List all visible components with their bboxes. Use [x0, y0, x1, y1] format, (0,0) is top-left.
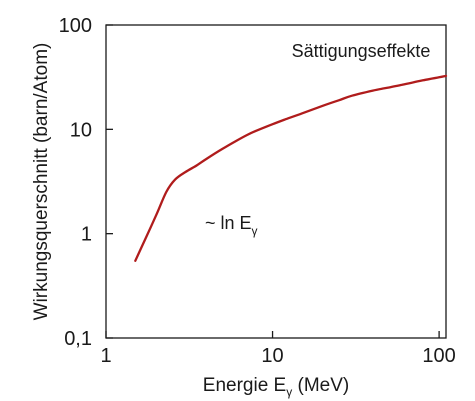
plot-frame [105, 24, 447, 339]
x-tick-label: 10 [261, 345, 283, 367]
x-axis-ticks: 1 10 100 [100, 331, 456, 367]
x-tick-label: 100 [422, 345, 455, 367]
y-axis-title: Wirkungsquerschnitt (barn/Atom) [31, 43, 52, 321]
y-tick-label: 10 [70, 119, 92, 141]
y-tick-label: 0,1 [64, 328, 92, 350]
x-tick-label: 1 [100, 345, 111, 367]
log-trend-annotation: ~ ln Eγ [205, 213, 258, 238]
saturation-annotation: Sättigungseffekte [292, 41, 431, 61]
y-axis-ticks: 0,1 1 10 100 [59, 15, 113, 350]
x-axis-title: Energie Eγ (MeV) [203, 375, 349, 399]
cross-section-curve [134, 74, 448, 262]
y-tick-label: 1 [81, 224, 92, 246]
y-tick-label: 100 [59, 15, 92, 37]
